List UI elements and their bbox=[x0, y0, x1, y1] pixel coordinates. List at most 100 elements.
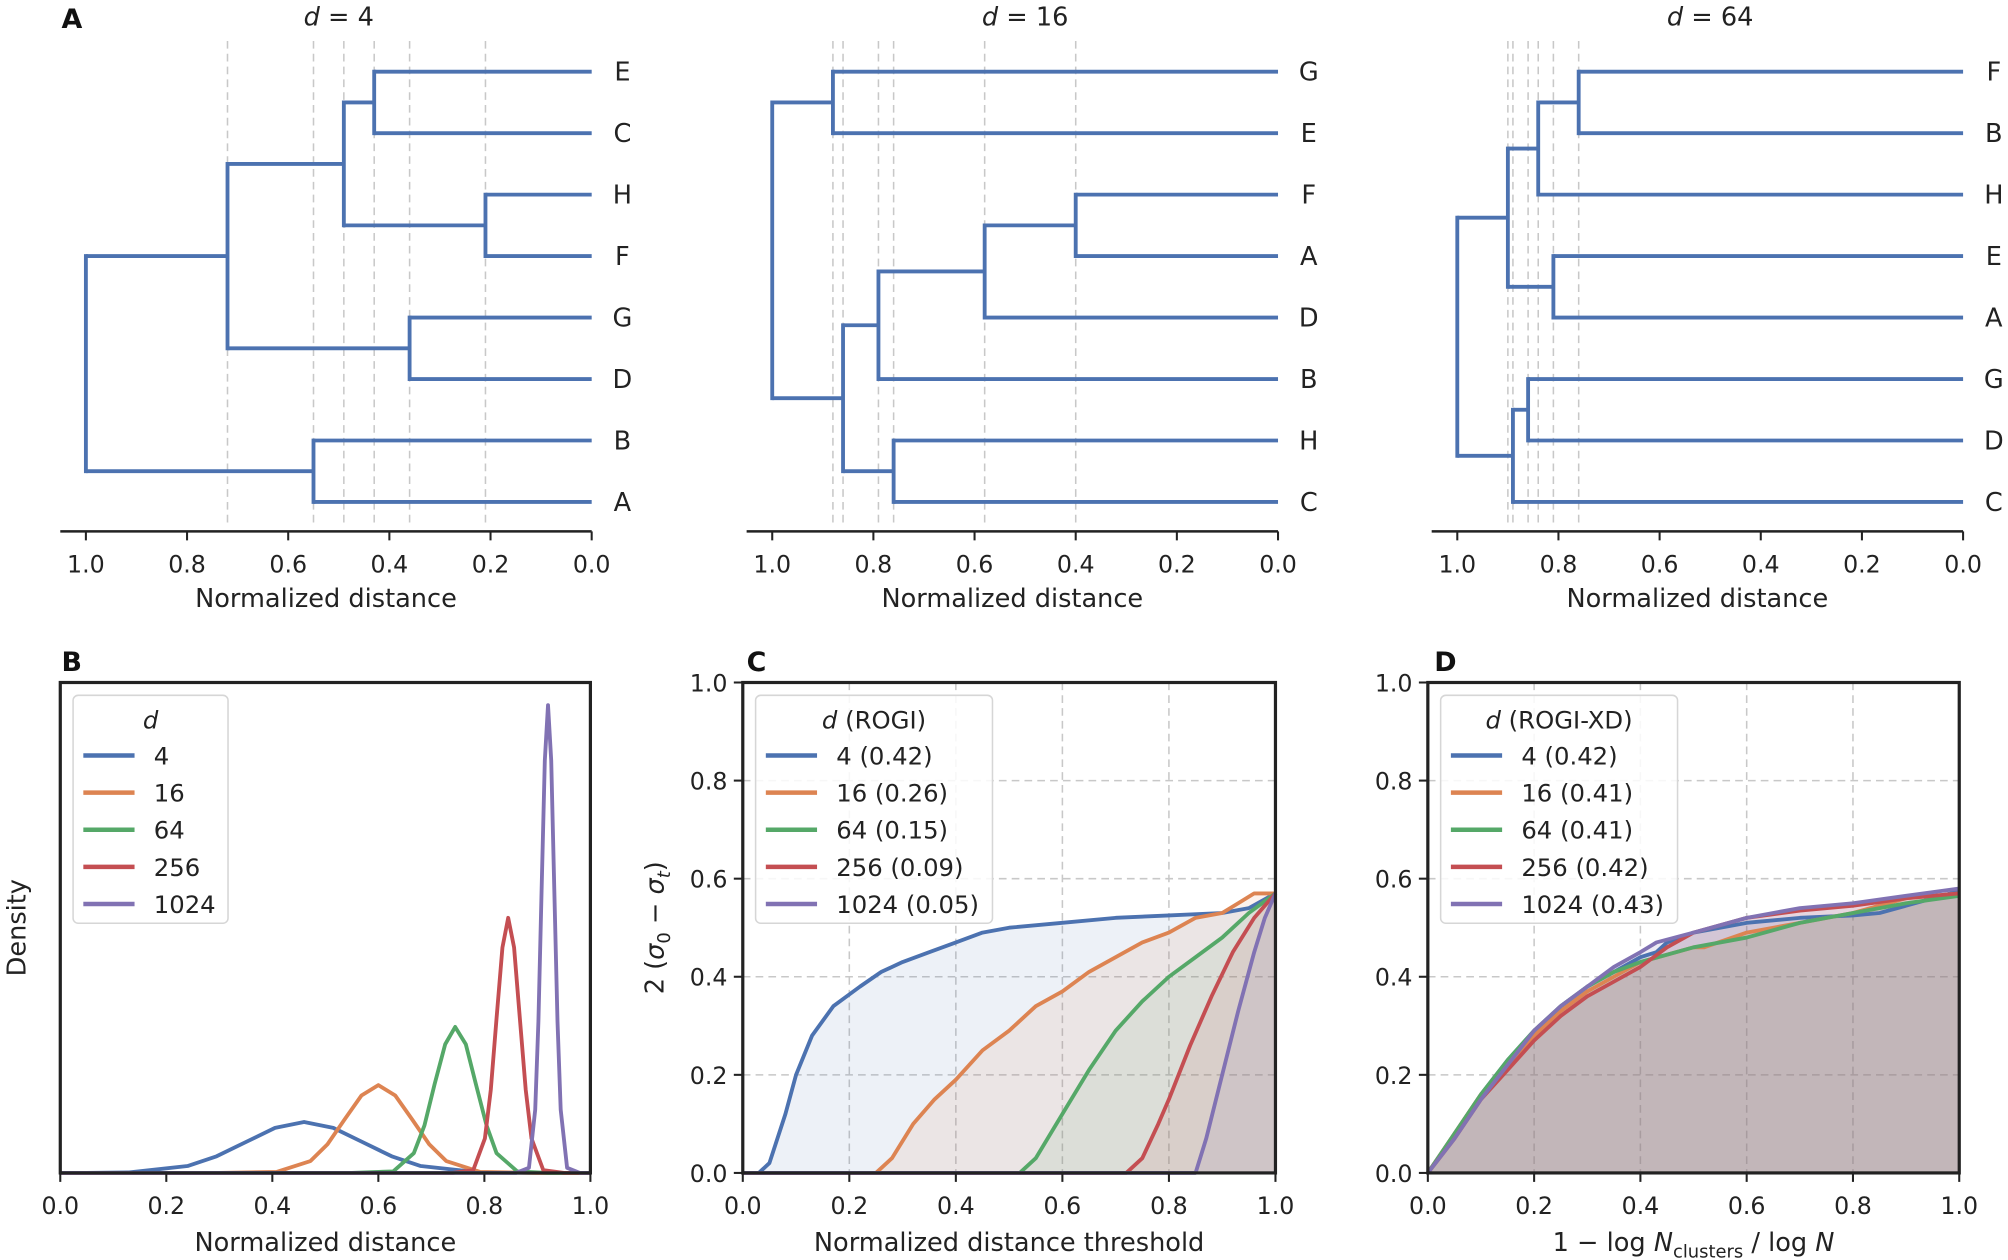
y-axis-label: Density bbox=[3, 879, 33, 976]
series-line-64 bbox=[742, 891, 1277, 1175]
legend-entry: 64 (0.41) bbox=[1521, 816, 1633, 845]
legend-entry: 256 bbox=[154, 853, 200, 882]
x-tick-label: 0.6 bbox=[956, 550, 994, 578]
dendrogram-2: d = 16 G E F A D B H C 1.0 0.8 0.6 0.4 0.2 0.0 Normaliz… bbox=[746, 3, 1319, 614]
leaf-label: E bbox=[614, 58, 630, 88]
x-tick-label: 0.6 bbox=[1641, 550, 1679, 578]
x-tick-label: 0.0 bbox=[573, 550, 611, 578]
leaf-label: A bbox=[1985, 304, 2003, 334]
leaf-label: E bbox=[1986, 242, 2002, 272]
x-tick-label: 0.0 bbox=[1409, 1192, 1447, 1220]
y-tick-label: 0.6 bbox=[1375, 866, 1413, 894]
series-line-16 bbox=[742, 891, 1276, 1175]
leaf-label: C bbox=[1985, 488, 2003, 518]
x-tick-label: 0.2 bbox=[830, 1192, 868, 1220]
panel-label-d: D bbox=[1434, 647, 1456, 678]
leaf-label: F bbox=[615, 242, 630, 272]
x-tick-label: 1.0 bbox=[1257, 1192, 1295, 1220]
title-value: = 64 bbox=[1683, 3, 1753, 33]
series-line-256 bbox=[742, 892, 1277, 1175]
series-line-256 bbox=[60, 915, 591, 1175]
x-axis-label: Normalized distance bbox=[195, 584, 457, 614]
x-tick-label: 0.6 bbox=[1728, 1192, 1766, 1220]
x-tick-label: 1.0 bbox=[1940, 1192, 1978, 1220]
dendrogram-title: d = 4 bbox=[304, 3, 374, 33]
x-tick-label: 0.2 bbox=[147, 1192, 185, 1220]
x-tick-label: 0.4 bbox=[371, 550, 409, 578]
panel-label-c: C bbox=[747, 647, 767, 678]
label-part: Normalized distance threshold bbox=[814, 1228, 1204, 1258]
label-part: N bbox=[1815, 1228, 1834, 1258]
series-line-64 bbox=[60, 1025, 591, 1175]
label-part: N bbox=[1654, 1228, 1673, 1258]
legend: d (ROGI-XD) 4 (0.42) 16 (0.41) 64 (0.41) 256… bbox=[1439, 694, 1679, 924]
series-line-4 bbox=[742, 891, 1277, 1175]
x-tick-label: 1.0 bbox=[1438, 550, 1476, 578]
x-tick-label: 0.8 bbox=[1540, 550, 1578, 578]
x-axis-label: Normalized distance bbox=[194, 1228, 456, 1258]
x-tick-label: 0.4 bbox=[1742, 550, 1780, 578]
legend-entry: 4 (0.42) bbox=[1521, 741, 1617, 770]
leaf-label: B bbox=[614, 426, 632, 456]
leaf-label: G bbox=[1984, 365, 2004, 395]
leaf-label: G bbox=[612, 304, 632, 334]
y-tick-label: 1.0 bbox=[690, 669, 728, 697]
y-axis-label: 2 (σ0 − σt) bbox=[640, 861, 674, 994]
dendrogram-title: d = 16 bbox=[982, 3, 1069, 33]
y-tick-label: 0.2 bbox=[1375, 1062, 1413, 1090]
y-tick-label: 0.8 bbox=[1375, 768, 1413, 796]
legend-entry: 256 (0.42) bbox=[1521, 853, 1648, 882]
chart-panel-c: 0.0 0.2 0.4 0.6 0.8 1.0 0.0 0.2 0.4 0.6 0.8 1.0 Norm… bbox=[640, 669, 1294, 1258]
series-line-1024 bbox=[1426, 886, 1960, 1175]
legend-entry: 4 (0.42) bbox=[836, 741, 932, 770]
leaf-label: A bbox=[1300, 242, 1318, 272]
legend-title: d bbox=[143, 706, 159, 735]
title-variable: d bbox=[304, 3, 321, 33]
legend-entry: 4 bbox=[154, 741, 169, 770]
legend-entry: 1024 (0.05) bbox=[836, 890, 979, 919]
chart-panel-b: 0.0 0.2 0.4 0.6 0.8 1.0 Normalized distance Den… bbox=[3, 680, 609, 1258]
x-tick-label: 0.2 bbox=[472, 550, 510, 578]
legend-entry: 16 bbox=[154, 779, 185, 808]
label-part: 1 − log bbox=[1553, 1228, 1654, 1258]
x-tick-label: 0.6 bbox=[360, 1192, 398, 1220]
leaf-label: B bbox=[1985, 119, 2003, 149]
x-axis-label: Normalized distance bbox=[881, 584, 1143, 614]
label-part: Normalized distance bbox=[194, 1228, 456, 1258]
x-axis-label: Normalized distance bbox=[1567, 584, 1829, 614]
y-tick-label: 0.4 bbox=[690, 964, 728, 992]
panel-label-b: B bbox=[62, 647, 82, 678]
label-part: (ROGI-XD) bbox=[1501, 706, 1633, 735]
x-tick-label: 0.0 bbox=[1944, 550, 1982, 578]
y-tick-label: 0.0 bbox=[1375, 1160, 1413, 1188]
x-axis-label: 1 − log Nclusters / log N bbox=[1553, 1228, 1835, 1260]
dendrogram-title: d = 64 bbox=[1667, 3, 1754, 33]
leaf-label: F bbox=[1986, 58, 2001, 88]
label-part: clusters bbox=[1673, 1241, 1743, 1260]
series-line-1024 bbox=[742, 892, 1278, 1175]
label-part: / log bbox=[1743, 1228, 1815, 1258]
label-part: − bbox=[640, 894, 670, 932]
series-fill-4 bbox=[1427, 890, 1960, 1173]
series-fill-4 bbox=[742, 893, 1276, 1173]
series-fill-64 bbox=[1427, 895, 1960, 1173]
x-tick-label: 0.4 bbox=[1057, 550, 1095, 578]
leaf-label: H bbox=[1299, 426, 1318, 456]
label-part: (ROGI) bbox=[837, 706, 926, 735]
series-fill-256 bbox=[742, 893, 1276, 1173]
series-fill-64 bbox=[742, 893, 1276, 1173]
chart-panel-d: 0.0 0.2 0.4 0.6 0.8 1.0 0.0 0.2 0.4 0.6 0.8 1.0 1 − … bbox=[1375, 669, 1978, 1260]
legend-entry: 1024 bbox=[154, 890, 216, 919]
plot-frame bbox=[1426, 680, 1961, 1175]
title-variable: d bbox=[1667, 3, 1684, 33]
title-value: = 4 bbox=[320, 3, 374, 33]
leaf-label: H bbox=[1984, 181, 2003, 211]
x-tick-label: 0.8 bbox=[1150, 1192, 1188, 1220]
x-axis-label: Normalized distance threshold bbox=[814, 1228, 1204, 1258]
label-part: 2 ( bbox=[640, 960, 670, 994]
legend-entry: 256 (0.09) bbox=[836, 853, 963, 882]
leaf-label: B bbox=[1300, 365, 1318, 395]
x-tick-label: 0.0 bbox=[724, 1192, 762, 1220]
legend-entry: 1024 (0.43) bbox=[1521, 890, 1664, 919]
